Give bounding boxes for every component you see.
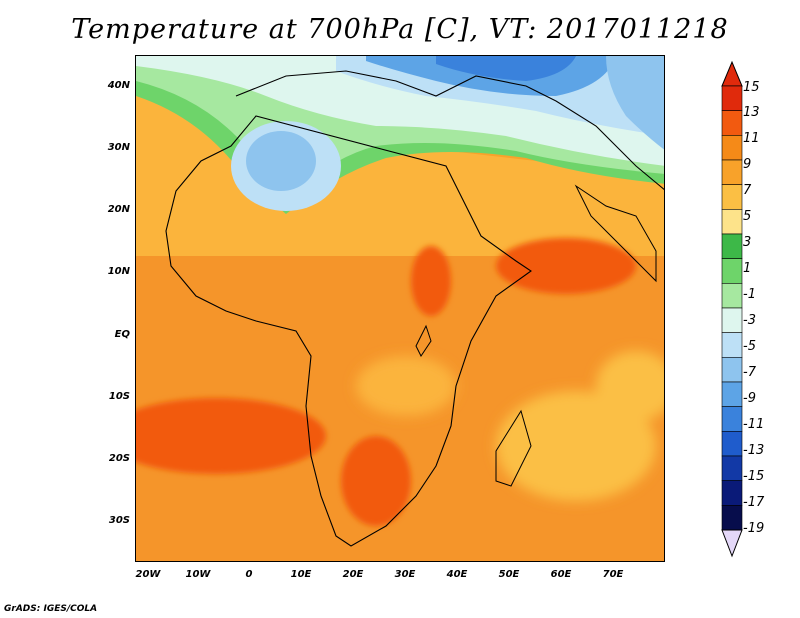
colorbar-label: -5 — [743, 339, 756, 354]
colorbar-label: -3 — [743, 313, 756, 328]
colorbar-label: -1 — [743, 287, 756, 302]
colorbar-top-triangle — [721, 60, 743, 87]
lat-label: 10N — [107, 266, 130, 277]
warm-core-atlantic — [136, 398, 326, 474]
coastline — [165, 70, 664, 547]
colorbar-box — [721, 110, 743, 136]
temperature-field — [136, 56, 664, 561]
coldest-core — [436, 56, 576, 81]
warm-core-southern-africa — [341, 436, 411, 526]
lon-label: 20W — [135, 569, 161, 580]
colorbar-label: -15 — [743, 469, 765, 484]
colorbar-label: 15 — [743, 80, 760, 95]
colorbar-box — [721, 258, 743, 284]
cold-pool-inner — [246, 131, 316, 191]
colorbar-box — [721, 431, 743, 457]
colorbar-label: 13 — [743, 105, 760, 120]
temperature-map — [135, 55, 665, 562]
lon-label: 60E — [550, 569, 572, 580]
cold-lobe-east — [606, 56, 664, 150]
colorbar-box — [721, 455, 743, 481]
colorbar-box — [721, 505, 743, 531]
colorbar-label: -11 — [743, 417, 765, 432]
colorbar-bottom-triangle — [721, 529, 743, 558]
lat-label: 40N — [107, 80, 130, 91]
colorbar-box — [721, 307, 743, 333]
lat-label: 20S — [108, 453, 130, 464]
lon-label: 10E — [290, 569, 312, 580]
lat-label: 10S — [108, 391, 130, 402]
colorbar-label: -7 — [743, 365, 756, 380]
colorbar-label: 1 — [743, 261, 752, 276]
colorbar-box — [721, 406, 743, 432]
lon-label: 70E — [602, 569, 624, 580]
arabia-india — [574, 184, 657, 283]
colorbar-box — [721, 184, 743, 210]
colorbar-label: 3 — [743, 235, 752, 250]
cool-patch-congo — [356, 356, 456, 416]
lat-label: 30N — [107, 142, 130, 153]
lat-label: EQ — [114, 329, 130, 340]
colorbar-box — [721, 233, 743, 259]
colorbar — [721, 60, 743, 558]
warm-core-arabian — [496, 238, 636, 294]
colorbar-box — [721, 332, 743, 358]
lat-label: 30S — [108, 515, 130, 526]
colorbar-box — [721, 357, 743, 383]
colorbar-label: 7 — [743, 183, 752, 198]
lat-label: 20N — [107, 204, 130, 215]
lon-label: 10W — [185, 569, 211, 580]
colorbar-label: -9 — [743, 391, 756, 406]
colorbar-box — [721, 480, 743, 506]
map-title: Temperature at 700hPa [C], VT: 201701121… — [71, 14, 729, 45]
colorbar-box — [721, 209, 743, 235]
colorbar-label: 5 — [743, 209, 752, 224]
lon-label: 40E — [446, 569, 468, 580]
lon-label: 50E — [498, 569, 520, 580]
cool-patch-east — [596, 351, 664, 421]
lon-label: 30E — [394, 569, 416, 580]
colorbar-label: -13 — [743, 443, 765, 458]
colorbar-box — [721, 159, 743, 185]
madagascar — [495, 409, 532, 487]
lon-label: 0 — [245, 569, 253, 580]
colorbar-box — [721, 85, 743, 111]
colorbar-label: 9 — [743, 157, 752, 172]
warm-core-ethiopia — [411, 246, 451, 316]
lon-label: 20E — [342, 569, 364, 580]
colorbar-label: -19 — [743, 521, 765, 536]
credit-label: GrADS: IGES/COLA — [4, 604, 98, 614]
colorbar-boxes — [721, 85, 743, 531]
colorbar-label: -17 — [743, 495, 765, 510]
colorbar-box — [721, 135, 743, 161]
colorbar-box — [721, 283, 743, 309]
colorbar-box — [721, 381, 743, 407]
lake-victoria — [415, 324, 432, 357]
colorbar-label: 11 — [743, 131, 760, 146]
cool-patch-indian-ocean — [496, 391, 656, 501]
